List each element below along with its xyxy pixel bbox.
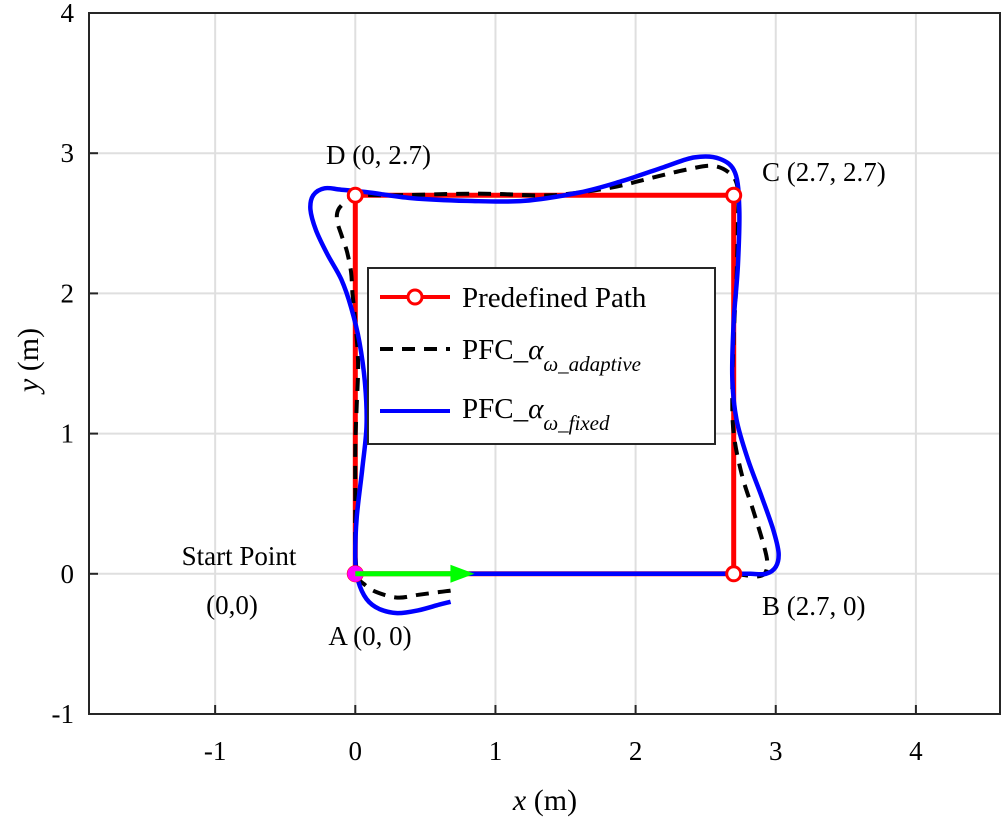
start-point-coords: (0,0) [206, 590, 258, 620]
legend-label-fixed: PFC_αω_fixed [462, 393, 610, 435]
legend-label-fixed-main: PFC_ [462, 393, 529, 425]
x-axis-label-unit: (m) [526, 784, 577, 817]
annotations: A (0, 0) B (2.7, 0) C (2.7, 2.7) D (0, 2.7)… [182, 140, 886, 651]
ticks: -1 0 1 2 3 4 -1 0 1 2 3 4 [52, 0, 924, 766]
x-tick-label: -1 [204, 736, 227, 766]
legend-entry-adaptive: PFC_αω_adaptive [380, 334, 641, 376]
legend-label-fixed-sub: ω_fixed [543, 411, 610, 435]
y-tick-label: 3 [61, 138, 75, 168]
legend-label-adaptive-main: PFC_ [462, 334, 529, 366]
legend: Predefined Path PFC_αω_adaptive PFC_αω_f… [367, 267, 716, 445]
x-axis-label-var: x [512, 784, 527, 817]
x-tick-label: 2 [629, 736, 643, 766]
x-axis-label: x (m) [512, 784, 577, 817]
heading-arrow-head [450, 564, 475, 583]
y-tick-label: 2 [61, 278, 75, 308]
y-axis-label-unit: (m) [12, 328, 45, 379]
x-tick-label: 4 [909, 736, 923, 766]
legend-label-fixed-greek: α [528, 393, 544, 425]
y-tick-label: 0 [61, 559, 75, 589]
corner-label-C: C (2.7, 2.7) [762, 157, 886, 187]
legend-label-adaptive: PFC_αω_adaptive [462, 334, 641, 376]
legend-entry-predefined: Predefined Path [380, 282, 647, 314]
y-axis-label: y (m) [12, 328, 45, 395]
x-tick-label: 0 [349, 736, 363, 766]
legend-label-predefined: Predefined Path [462, 282, 647, 314]
series-line-fixed [308, 154, 781, 616]
start-point-label: Start Point [182, 541, 297, 571]
corner-label-D: D (0, 2.7) [326, 140, 431, 170]
y-tick-label: 4 [61, 0, 75, 28]
corner-label-A: A (0, 0) [328, 621, 411, 651]
corner-marker-D [346, 186, 364, 204]
axes-box [88, 12, 1001, 715]
legend-swatch-marker [406, 288, 424, 306]
y-tick-label: -1 [52, 699, 75, 729]
corner-marker-C [725, 186, 743, 204]
corner-label-B: B (2.7, 0) [762, 591, 866, 621]
x-tick-label: 3 [769, 736, 783, 766]
legend-entry-fixed: PFC_αω_fixed [380, 393, 610, 435]
y-axis-label-var: y [12, 378, 45, 395]
x-tick-label: 1 [489, 736, 503, 766]
legend-label-adaptive-greek: α [528, 334, 544, 366]
corner-marker-B [725, 565, 743, 583]
markers-layer [346, 186, 743, 583]
y-tick-label: 1 [61, 419, 75, 449]
legend-label-adaptive-sub: ω_adaptive [543, 352, 641, 376]
